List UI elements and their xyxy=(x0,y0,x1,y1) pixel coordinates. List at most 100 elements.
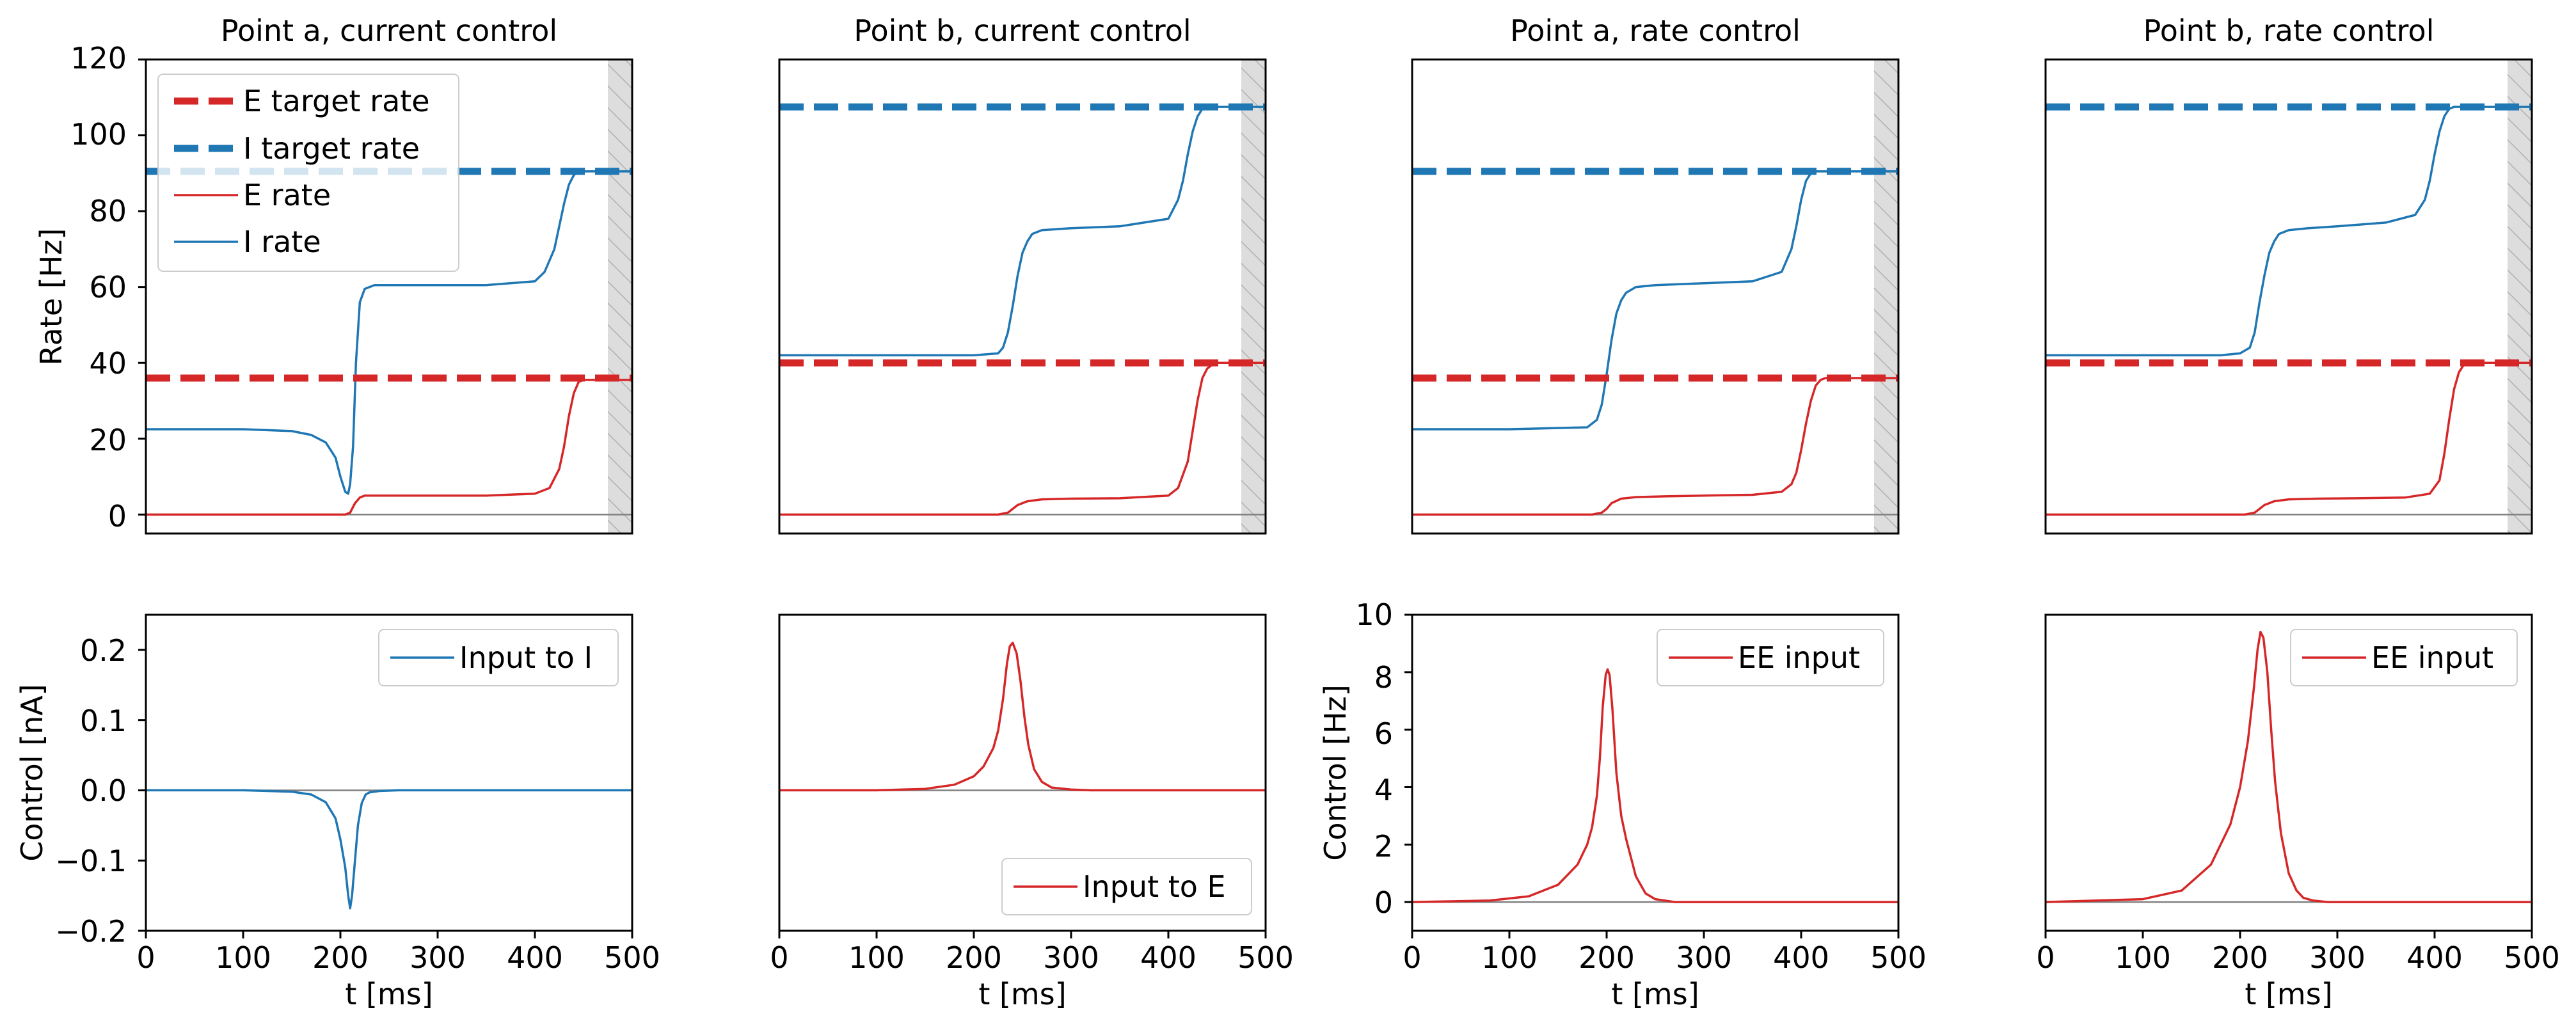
x-tick-label: 0 xyxy=(1403,940,1421,975)
x-tick-label: 500 xyxy=(1870,940,1927,975)
legend: EE input xyxy=(1657,629,1884,686)
legend: Input to I xyxy=(378,629,619,686)
axes-frame xyxy=(778,58,1267,535)
legend-label: EE input xyxy=(2371,640,2493,675)
panel-a-current-rate: Point a, current control 0 20 40 60 80 1… xyxy=(34,13,633,535)
x-tick-label: 200 xyxy=(2212,940,2268,975)
y-ticks xyxy=(138,58,146,516)
x-tick-label: 200 xyxy=(1578,940,1635,975)
axes-frame xyxy=(2044,58,2533,535)
x-tick-label: 400 xyxy=(1140,940,1197,975)
panel-a-rate-control: 0 100 200 300 400 500 0 2 4 6 8 10 Control [H… xyxy=(1318,597,1927,1011)
y-ticks xyxy=(1404,613,1412,903)
x-tick-label: 0 xyxy=(2036,940,2055,975)
x-tick-label: 300 xyxy=(1676,940,1732,975)
legend-label: EE input xyxy=(1738,640,1860,675)
series-line xyxy=(2046,361,2532,516)
panel-a-rate-rate: Point a, rate control xyxy=(1411,13,1900,535)
y-tick-label: 10 xyxy=(1355,597,1393,632)
x-tick-label: 300 xyxy=(409,940,466,975)
y-tick-label: 4 xyxy=(1374,773,1393,807)
axes-frame xyxy=(2044,613,2533,932)
legend: E target rate I target rate E rate I rat… xyxy=(157,74,459,272)
panel-b-rate-control: 0 100 200 300 400 500 t [ms] EE input xyxy=(2036,613,2560,1011)
plot-area: 0 100 200 300 400 500 xyxy=(136,649,660,975)
panel-b-current-rate: Point b, current control xyxy=(778,13,1267,535)
x-tick-label: 0 xyxy=(770,940,788,975)
plot-area xyxy=(779,59,1266,534)
axes-frame xyxy=(778,613,1267,932)
shaded-region-hatch xyxy=(2508,59,2532,534)
y-tick-label: 6 xyxy=(1374,716,1393,751)
legend-label-i-target: I target rate xyxy=(243,131,420,166)
series-line xyxy=(779,642,1266,792)
y-axis-label: Rate [Hz] xyxy=(34,228,68,366)
x-ticks: 0 100 200 300 400 500 xyxy=(136,931,660,975)
x-tick-label: 400 xyxy=(507,940,563,975)
plot-area: 0 100 200 300 400 500 xyxy=(1403,613,1927,975)
y-tick-label: 80 xyxy=(89,194,127,228)
x-tick-label: 400 xyxy=(1773,940,1829,975)
x-axis-label: t [ms] xyxy=(1611,977,1699,1011)
legend-label: Input to I xyxy=(459,640,592,675)
panel-title: Point a, current control xyxy=(221,13,557,48)
x-axis-label: t [ms] xyxy=(2245,977,2332,1011)
y-axis-label: Control [Hz] xyxy=(1318,684,1353,861)
y-tick-label: 0.1 xyxy=(80,704,127,738)
shaded-region-hatch xyxy=(1241,59,1266,534)
shaded-region-hatch xyxy=(1874,59,1898,534)
y-tick-label: 0.2 xyxy=(80,633,127,668)
y-ticks xyxy=(138,649,146,932)
legend-box xyxy=(1001,858,1252,915)
x-ticks: 0 100 200 300 400 500 xyxy=(770,931,1294,975)
series-line xyxy=(779,361,1266,516)
series-line xyxy=(1412,170,1898,431)
y-tick-label: 2 xyxy=(1374,829,1393,864)
axes-frame xyxy=(145,58,633,535)
panel-title: Point b, current control xyxy=(854,13,1191,48)
x-tick-label: 100 xyxy=(848,940,905,975)
series-line xyxy=(2045,631,2532,903)
panel-b-rate-rate: Point b, rate control xyxy=(2044,13,2533,535)
series-line xyxy=(146,789,632,910)
axes-frame xyxy=(1411,613,1900,932)
series-line xyxy=(2046,106,2532,357)
plot-area: 0 100 200 300 400 500 xyxy=(770,642,1294,975)
y-tick-label: 20 xyxy=(89,423,127,457)
x-tick-label: 500 xyxy=(2504,940,2560,975)
axes-frame xyxy=(145,613,633,932)
shaded-region-hatch xyxy=(608,59,632,534)
y-tick-label: 8 xyxy=(1374,660,1393,695)
x-tick-label: 300 xyxy=(2309,940,2365,975)
panel-b-current-control: 0 100 200 300 400 500 t [ms] Input to E xyxy=(770,613,1294,1011)
legend-label-i-rate: I rate xyxy=(243,225,321,259)
y-tick-label: 120 xyxy=(70,41,127,75)
plot-area xyxy=(1412,59,1898,534)
y-tick-label: 0 xyxy=(108,499,127,534)
x-tick-label: 400 xyxy=(2406,940,2463,975)
plot-area xyxy=(2046,59,2532,534)
x-tick-label: 100 xyxy=(2115,940,2171,975)
y-tick-label: 60 xyxy=(89,270,127,304)
x-ticks: 0 100 200 300 400 500 xyxy=(1403,931,1927,975)
legend: Input to E xyxy=(1001,858,1252,915)
panel-title: Point a, rate control xyxy=(1510,13,1801,48)
x-tick-label: 500 xyxy=(604,940,660,975)
legend-box xyxy=(2290,629,2518,686)
x-tick-label: 200 xyxy=(312,940,369,975)
y-tick-label: −0.1 xyxy=(55,844,127,878)
series-line xyxy=(779,106,1266,357)
y-tick-label: 40 xyxy=(89,346,127,381)
series-line xyxy=(1412,377,1898,516)
legend-box xyxy=(157,74,459,272)
x-tick-label: 0 xyxy=(136,940,155,975)
legend-label-e-target: E target rate xyxy=(243,84,430,118)
series-line xyxy=(1411,668,1898,903)
x-ticks: 0 100 200 300 400 500 xyxy=(2036,931,2560,975)
y-tick-label: 0 xyxy=(1374,885,1393,920)
y-axis-label: Control [nA] xyxy=(15,684,49,861)
legend-label-e-rate: E rate xyxy=(243,178,331,212)
y-tick-label: 0.0 xyxy=(80,773,127,808)
y-tick-label: −0.2 xyxy=(55,914,127,949)
